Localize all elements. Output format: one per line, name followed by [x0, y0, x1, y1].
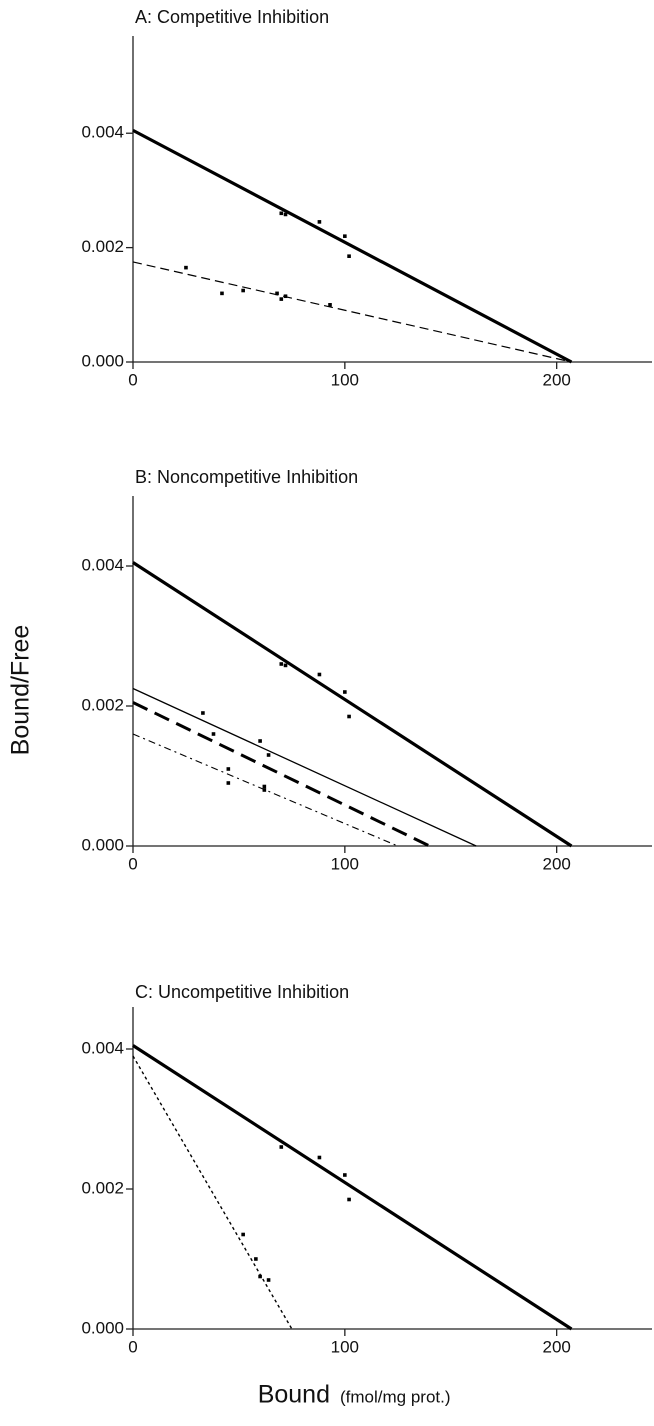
data-point — [279, 297, 284, 301]
data-point — [266, 1278, 271, 1282]
y-tick-label: 0.000 — [81, 835, 124, 854]
data-point — [317, 220, 322, 224]
data-point — [283, 663, 288, 668]
data-point — [328, 303, 332, 307]
data-point — [343, 1173, 347, 1177]
x-tick-label: 100 — [331, 370, 359, 389]
y-axis-label: Bound/Free — [7, 625, 35, 756]
data-point — [201, 711, 205, 715]
data-point — [266, 753, 271, 757]
data-point — [262, 788, 267, 792]
data-point — [317, 672, 322, 677]
panel-title: B: Noncompetitive Inhibition — [135, 467, 358, 487]
data-point — [343, 234, 347, 238]
data-point — [283, 212, 288, 217]
y-tick-label: 0.000 — [81, 351, 124, 370]
x-axis-label: Bound — [258, 1381, 330, 1409]
y-tick-label: 0.002 — [81, 1178, 124, 1197]
x-tick-label: 0 — [128, 370, 137, 389]
data-point — [211, 732, 216, 736]
data-point — [226, 781, 231, 785]
data-point — [254, 1257, 258, 1261]
data-point — [258, 1274, 262, 1279]
panel-title: C: Uncompetitive Inhibition — [135, 982, 349, 1002]
fit-line — [132, 1055, 293, 1330]
data-point — [343, 690, 347, 694]
y-tick-label: 0.004 — [81, 1038, 124, 1057]
y-tick-label: 0.002 — [81, 695, 124, 714]
data-point — [347, 1197, 351, 1202]
data-point — [258, 739, 262, 743]
data-point — [279, 662, 284, 666]
data-point — [279, 1145, 284, 1149]
data-point — [279, 211, 284, 216]
fit-line — [132, 128, 573, 364]
x-tick-label: 200 — [542, 854, 570, 873]
data-point — [220, 291, 224, 296]
x-tick-label: 100 — [331, 1337, 359, 1356]
data-point — [262, 784, 267, 789]
data-point — [347, 714, 351, 719]
y-tick-label: 0.002 — [81, 237, 124, 256]
fit-line — [132, 701, 431, 848]
y-tick-label: 0.004 — [81, 555, 124, 574]
x-tick-label: 200 — [542, 1337, 570, 1356]
data-point — [317, 1155, 322, 1160]
x-tick-label: 200 — [542, 370, 570, 389]
x-tick-label: 100 — [331, 854, 359, 873]
data-point — [226, 767, 231, 771]
data-point — [184, 265, 188, 270]
y-tick-label: 0.004 — [81, 123, 124, 142]
data-point — [283, 294, 288, 299]
fit-line — [132, 687, 477, 847]
data-point — [241, 288, 245, 293]
fit-line — [132, 1044, 573, 1331]
data-point — [275, 291, 279, 296]
x-tick-label: 0 — [128, 1337, 137, 1356]
fit-line — [132, 261, 572, 363]
fit-line — [132, 733, 399, 847]
panel-title: A: Competitive Inhibition — [135, 7, 329, 27]
data-point — [347, 254, 351, 258]
x-tick-label: 0 — [128, 854, 137, 873]
data-point — [241, 1232, 245, 1237]
fit-line — [132, 561, 573, 848]
y-tick-label: 0.000 — [81, 1318, 124, 1337]
x-axis-unit: (fmol/mg prot.) — [340, 1387, 451, 1406]
